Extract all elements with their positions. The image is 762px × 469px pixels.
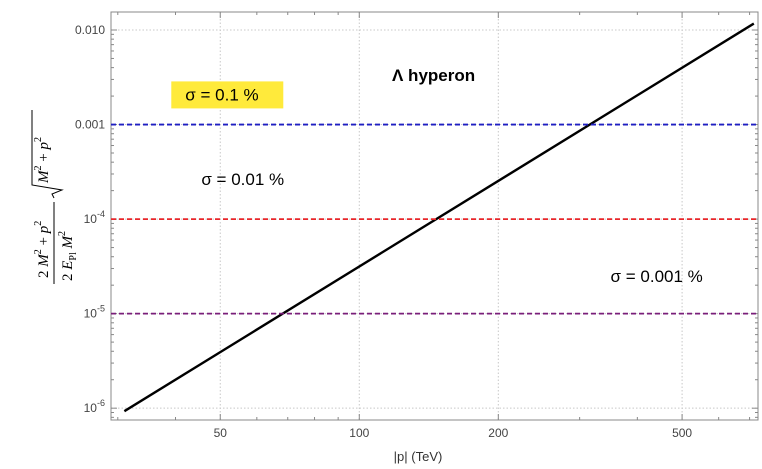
y-tick-label: 10-4 [84,209,105,226]
series [111,22,758,413]
svg-text:2 M2 + p2: 2 M2 + p2 [33,221,52,278]
annotation-label: σ = 0.001 % [611,267,703,286]
svg-text:M2 + p2: M2 + p2 [33,137,52,184]
tick-labels: 50 100 200 500 10-6 10-5 10-4 0.001 0.010 [75,23,692,440]
annotation-label: σ = 0.1 % [185,85,258,104]
x-tick-label: 100 [349,426,369,440]
y-tick-label: 0.001 [75,118,105,132]
data-line [123,22,755,413]
annotations: σ = 0.1 % σ = 0.01 % σ = 0.001 % [171,81,703,286]
y-tick-label: 10-5 [84,304,105,321]
y-tick-label: 0.010 [75,23,105,37]
y-tick-label: 10-6 [84,398,105,415]
x-tick-label: 500 [672,426,692,440]
annotation-label: σ = 0.01 % [201,170,284,189]
x-tick-label: 50 [214,426,228,440]
x-axis-title: |p| (TeV) [394,449,443,464]
annotation-highlight [171,81,284,109]
x-tick-label: 200 [488,426,508,440]
y-axis-title: 2 M2 + p2 2 EPl M2 M2 + p2 [31,110,79,284]
chart-title: Λ hyperon [392,66,475,85]
svg-text:2 EPl M2: 2 EPl M2 [57,231,79,281]
plot-frame [110,11,759,421]
